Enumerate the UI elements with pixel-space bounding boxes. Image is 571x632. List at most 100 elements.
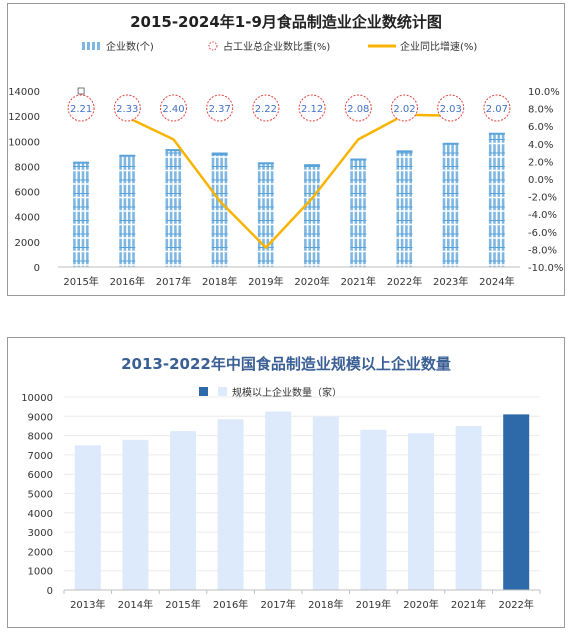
share-label: 2.40 bbox=[160, 94, 187, 122]
legend-bar-swatch bbox=[87, 42, 90, 50]
share-circle bbox=[298, 94, 326, 122]
x-tick-label: 2020年 bbox=[403, 598, 438, 611]
bar-cap bbox=[304, 164, 321, 167]
bar-stripe bbox=[174, 150, 177, 267]
y-tick-label: 6000 bbox=[15, 188, 40, 199]
bar-cap bbox=[73, 161, 90, 164]
y-tick-label: 5000 bbox=[28, 490, 53, 501]
x-tick-label: 2016年 bbox=[213, 598, 248, 611]
bar-cap bbox=[119, 154, 136, 157]
share-circle bbox=[113, 94, 141, 122]
bar-stripe bbox=[451, 143, 454, 267]
bar-stripe bbox=[447, 143, 450, 267]
legend-label: 企业数(个) bbox=[106, 40, 154, 53]
y-tick-label: 0 bbox=[34, 263, 40, 274]
share-label: 2.33 bbox=[113, 94, 141, 122]
bar-stripe bbox=[169, 150, 173, 267]
bar-cap bbox=[442, 142, 459, 145]
bar-stripe bbox=[497, 133, 501, 267]
y2-tick-label: 0.0% bbox=[528, 175, 553, 186]
x-tick-label: 2023年 bbox=[433, 275, 468, 288]
bar bbox=[210, 152, 229, 267]
bar-stripe bbox=[262, 163, 265, 267]
chart-title: 2015-2024年1-9月食品制造业企业数统计图 bbox=[130, 13, 442, 31]
share-circle bbox=[437, 94, 465, 122]
bar bbox=[72, 161, 91, 267]
x-tick-label: 2018年 bbox=[202, 275, 237, 288]
y2-tick-label: -8.0% bbox=[528, 245, 557, 256]
x-tick-label: 2013年 bbox=[70, 598, 105, 611]
share-label: 2.21 bbox=[67, 94, 95, 122]
legend-item-bar: 企业数(个) bbox=[82, 40, 154, 53]
bar bbox=[349, 158, 368, 267]
x-tick-label: 2022年 bbox=[498, 598, 533, 611]
bar bbox=[455, 425, 482, 590]
bar bbox=[164, 149, 183, 267]
bar bbox=[265, 411, 292, 590]
share-value: 2.08 bbox=[347, 104, 369, 115]
bar bbox=[74, 445, 101, 590]
share-circle bbox=[483, 94, 511, 122]
share-label: 2.37 bbox=[206, 94, 234, 122]
share-circle bbox=[252, 94, 280, 122]
y-tick-label: 8000 bbox=[28, 432, 53, 443]
bar bbox=[395, 150, 414, 267]
bar-stripe bbox=[405, 151, 408, 267]
bar-stripe bbox=[77, 162, 80, 267]
bar-cap bbox=[211, 153, 228, 156]
y-tick-label: 7000 bbox=[28, 451, 53, 462]
bar bbox=[118, 154, 137, 267]
x-tick-label: 2021年 bbox=[451, 598, 486, 611]
y2-tick-label: -10.0% bbox=[528, 263, 563, 274]
y-tick-label: 12000 bbox=[8, 112, 40, 123]
bar-stripe bbox=[501, 133, 505, 267]
y-tick-label: 2000 bbox=[28, 547, 53, 558]
bar-cap bbox=[165, 149, 182, 152]
y2-tick-label: -2.0% bbox=[528, 193, 557, 204]
x-tick-label: 2019年 bbox=[248, 275, 283, 288]
y2-tick-label: 8.0% bbox=[528, 105, 553, 116]
y-tick-label: 2000 bbox=[15, 238, 40, 249]
share-value: 2.40 bbox=[162, 104, 184, 115]
bar-stripe bbox=[409, 151, 412, 267]
bar bbox=[487, 132, 506, 267]
legend-bar-swatch bbox=[97, 42, 100, 50]
bar bbox=[360, 429, 387, 590]
x-tick-label: 2014年 bbox=[118, 598, 153, 611]
legend-bar-swatch bbox=[82, 42, 85, 50]
y-tick-label: 10000 bbox=[21, 393, 53, 404]
share-value: 2.33 bbox=[116, 104, 138, 115]
x-tick-label: 2022年 bbox=[387, 275, 422, 288]
x-tick-label: 2018年 bbox=[308, 598, 343, 611]
bar bbox=[408, 433, 434, 590]
y2-tick-label: 6.0% bbox=[528, 122, 553, 133]
bar-cap bbox=[350, 158, 367, 161]
x-tick-label: 2017年 bbox=[260, 598, 295, 611]
bar-stripe bbox=[442, 143, 446, 267]
bar bbox=[303, 164, 322, 267]
x-tick-label: 2015年 bbox=[63, 275, 98, 288]
share-label: 2.03 bbox=[437, 94, 465, 122]
share-circle bbox=[160, 94, 187, 122]
x-tick-label: 2017年 bbox=[156, 275, 191, 288]
y-tick-label: 14000 bbox=[8, 87, 40, 98]
bar bbox=[170, 431, 196, 590]
legend-label: 企业同比增速(%) bbox=[400, 40, 477, 53]
share-value: 2.12 bbox=[301, 104, 323, 115]
x-tick-label: 2024年 bbox=[479, 275, 514, 288]
legend-label: 占工业总企业数比重(%) bbox=[223, 40, 330, 53]
bar bbox=[256, 162, 275, 267]
share-circle bbox=[344, 94, 372, 122]
share-value: 2.37 bbox=[209, 104, 231, 115]
y2-tick-label: 10.0% bbox=[528, 87, 560, 98]
bar-stripe bbox=[317, 165, 320, 267]
y-tick-label: 0 bbox=[47, 586, 53, 597]
y-tick-label: 8000 bbox=[15, 162, 40, 173]
legend-label: 规模以上企业数量（家） bbox=[232, 386, 342, 399]
bar-stripe bbox=[81, 162, 85, 267]
bar-stripe bbox=[354, 159, 358, 267]
bar-stripe bbox=[73, 162, 76, 267]
chart-title: 2013-2022年中国食品制造业规模以上企业数量 bbox=[121, 355, 451, 373]
